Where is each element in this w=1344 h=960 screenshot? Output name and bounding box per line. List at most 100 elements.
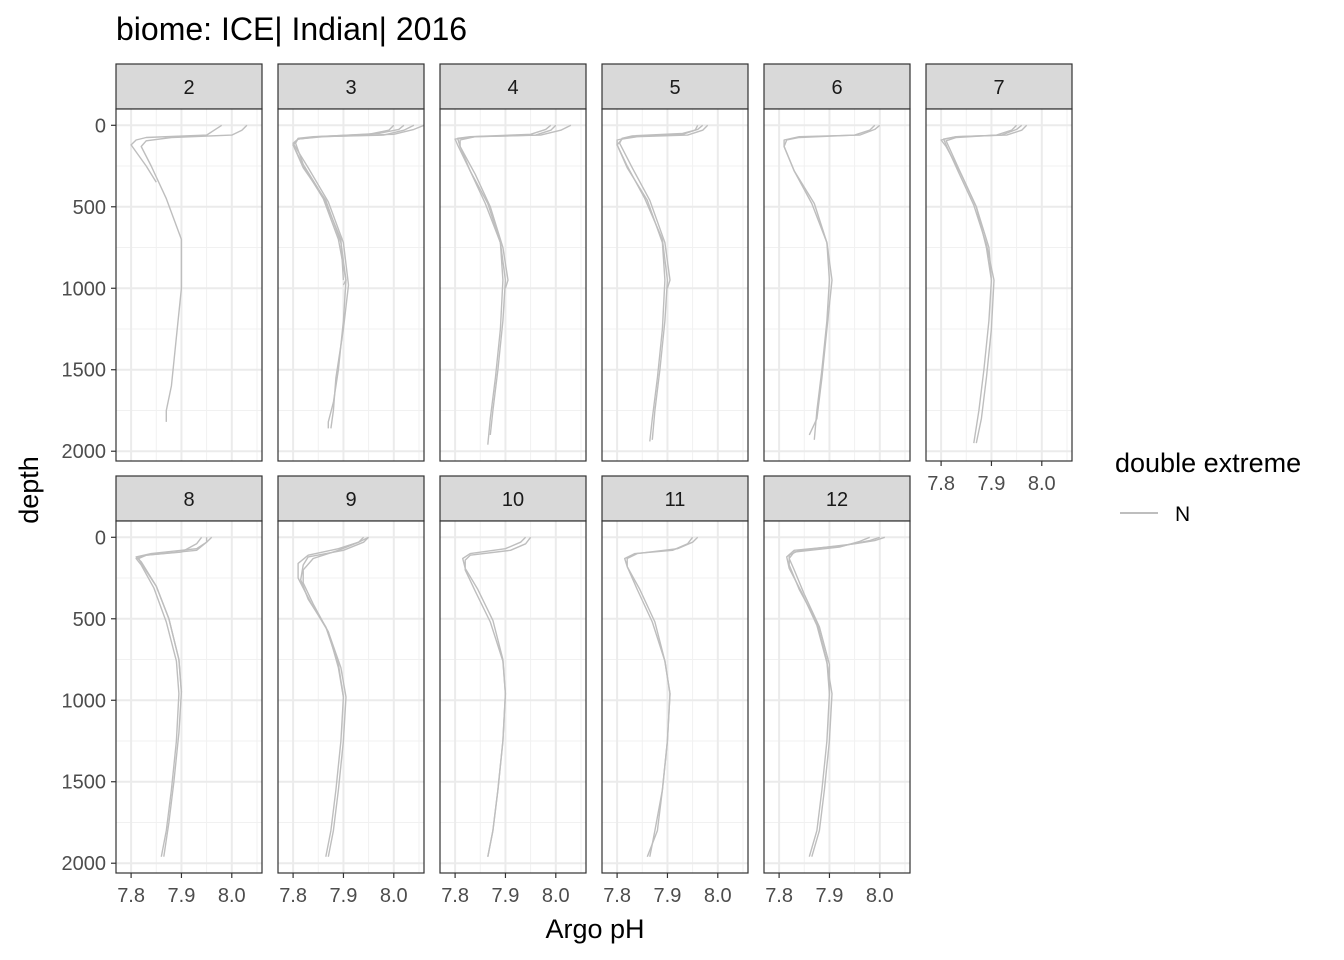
legend-title: double extreme xyxy=(1115,448,1301,478)
facet-panel-8: 8 0 500 1000 1500 2000 7.8 7.9 8.0 xyxy=(62,475,263,907)
x-tick-label: 8.0 xyxy=(866,885,894,907)
facet-strip-label: 5 xyxy=(669,77,680,99)
y-tick-label: 1500 xyxy=(62,360,107,382)
panel-background xyxy=(116,109,262,461)
facet-strip xyxy=(439,63,587,110)
x-tick-label: 7.9 xyxy=(654,885,682,907)
panel-border xyxy=(763,520,911,874)
facet-panel-2: 2 0 500 1000 1500 2000 xyxy=(62,63,263,463)
x-axis-title: Argo pH xyxy=(545,914,644,944)
y-tick-label: 1000 xyxy=(62,690,107,712)
chart-title: biome: ICE| Indian| 2016 xyxy=(116,11,467,47)
panel-border xyxy=(115,108,263,462)
profile-line xyxy=(783,124,876,436)
panel-border xyxy=(277,520,425,874)
x-tick-label: 7.8 xyxy=(441,885,469,907)
facet-panel-12: 12 7.8 7.9 8.0 xyxy=(763,475,911,907)
x-tick-label: 7.8 xyxy=(765,885,793,907)
x-tick-label: 8.0 xyxy=(380,885,408,907)
panel-border xyxy=(115,520,263,874)
x-tick-label: 7.9 xyxy=(978,473,1006,495)
facet-strip-label: 3 xyxy=(345,77,356,99)
profile-line xyxy=(624,536,694,857)
panel-background xyxy=(440,521,586,873)
x-tick-label: 7.8 xyxy=(603,885,631,907)
profile-line xyxy=(945,124,1018,281)
panel-border xyxy=(277,108,425,462)
y-tick-label: 0 xyxy=(95,115,106,137)
panel-background xyxy=(926,109,1072,461)
facet-strip-label: 11 xyxy=(665,489,686,511)
legend: double extreme N xyxy=(1115,448,1301,526)
panel-background xyxy=(602,521,748,873)
profile-line xyxy=(616,124,699,442)
y-tick-label: 2000 xyxy=(62,441,107,463)
y-tick-label: 1500 xyxy=(62,772,107,794)
panel-background xyxy=(278,521,424,873)
facet-strip xyxy=(601,475,749,522)
panel-background xyxy=(440,109,586,461)
profile-line xyxy=(292,124,425,429)
profile-line xyxy=(942,124,1028,444)
panel-border xyxy=(439,520,587,874)
y-tick-label: 500 xyxy=(73,609,106,631)
facet-strip-label: 8 xyxy=(183,489,194,511)
facet-panel-10: 10 7.8 7.9 8.0 xyxy=(439,475,587,907)
y-tick-label: 500 xyxy=(73,197,106,219)
profile-line xyxy=(130,124,223,183)
facet-panel-4: 4 xyxy=(439,63,587,462)
panel-border xyxy=(601,108,749,462)
facet-strip xyxy=(439,475,587,522)
x-tick-label: 7.9 xyxy=(492,885,520,907)
y-tick-label: 0 xyxy=(95,527,106,549)
profile-line xyxy=(462,536,527,857)
panel-background xyxy=(278,109,424,461)
profile-line xyxy=(786,536,881,857)
facet-strip-label: 9 xyxy=(345,489,356,511)
y-axis-title: depth xyxy=(14,456,44,524)
facet-strip-label: 12 xyxy=(826,489,848,511)
panel-background xyxy=(764,109,910,461)
facet-strip-label: 10 xyxy=(502,489,524,511)
profile-line xyxy=(302,536,369,698)
facet-panel-7: 7 7.8 7.9 8.0 xyxy=(925,63,1073,495)
panel-background xyxy=(602,109,748,461)
x-tick-label: 7.9 xyxy=(168,885,196,907)
profile-line xyxy=(459,124,557,445)
facet-strip xyxy=(277,63,425,110)
profile-line xyxy=(788,536,870,694)
profile-line xyxy=(292,124,405,286)
x-tick-label: 8.0 xyxy=(218,885,246,907)
facet-strip-label: 4 xyxy=(507,77,518,99)
x-tick-label: 7.8 xyxy=(117,885,145,907)
facet-strip xyxy=(763,63,911,110)
facet-strip xyxy=(601,63,749,110)
y-tick-label: 2000 xyxy=(62,853,107,875)
facet-strip xyxy=(115,63,263,110)
x-tick-label: 7.9 xyxy=(816,885,844,907)
facet-panel-6: 6 xyxy=(763,63,911,462)
legend-label: N xyxy=(1175,503,1190,526)
facet-strip-label: 7 xyxy=(993,77,1004,99)
y-tick-label: 1000 xyxy=(62,278,107,300)
profile-line xyxy=(138,536,203,693)
panel-border xyxy=(601,520,749,874)
facet-strip-label: 2 xyxy=(183,77,194,99)
x-tick-label: 8.0 xyxy=(1028,473,1056,495)
panel-border xyxy=(763,108,911,462)
panel-border xyxy=(439,108,587,462)
x-tick-label: 8.0 xyxy=(704,885,732,907)
profile-line xyxy=(140,124,248,422)
x-tick-label: 7.9 xyxy=(330,885,358,907)
facet-panel-11: 11 7.8 7.9 8.0 xyxy=(601,475,749,907)
facet-strip xyxy=(763,475,911,522)
panel-border xyxy=(925,108,1073,462)
facet-strip-label: 6 xyxy=(831,77,842,99)
x-tick-label: 7.8 xyxy=(927,473,955,495)
x-tick-label: 7.8 xyxy=(279,885,307,907)
panel-background xyxy=(116,521,262,873)
facet-panels: 2 0 500 1000 1500 2000 3 4 5 6 7 7.8 7.9 8.0 8 0 500 1000… xyxy=(62,63,1073,907)
facet-panel-5: 5 xyxy=(601,63,749,462)
profile-line xyxy=(297,536,365,857)
